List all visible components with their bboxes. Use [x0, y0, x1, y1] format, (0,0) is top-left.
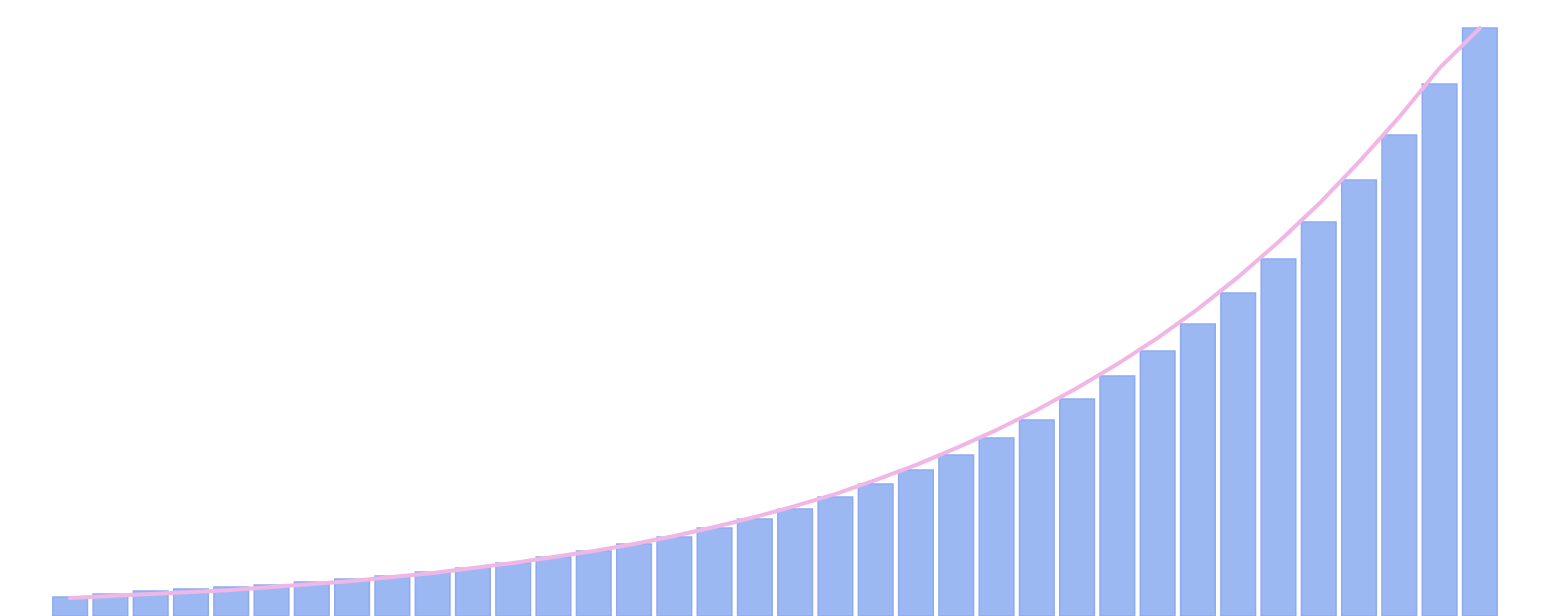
- bar: [374, 575, 411, 616]
- bar: [897, 469, 935, 616]
- bar: [535, 556, 572, 616]
- bar: [696, 527, 733, 616]
- bar: [1421, 83, 1458, 616]
- line: [68, 26, 1482, 600]
- bar: [172, 588, 210, 616]
- bar: [293, 581, 330, 616]
- bar: [1179, 323, 1216, 616]
- bar: [1220, 292, 1257, 616]
- bar: [454, 567, 491, 616]
- bar: [1099, 375, 1136, 616]
- bar: [938, 454, 975, 616]
- bar: [1139, 350, 1176, 616]
- bar: [656, 536, 693, 616]
- bar: [777, 508, 814, 616]
- bar: [1461, 27, 1498, 616]
- bar: [615, 543, 653, 616]
- bar: [1340, 179, 1378, 616]
- bar: [1300, 221, 1337, 616]
- bar: [414, 571, 451, 616]
- bar: [1018, 419, 1055, 616]
- bar: [495, 562, 532, 616]
- bar: [334, 578, 371, 616]
- bar: [1381, 134, 1418, 616]
- bar: [857, 483, 894, 616]
- bar: [575, 550, 612, 616]
- bar: [736, 518, 773, 616]
- bar: [1260, 258, 1297, 616]
- bar: [1059, 398, 1096, 616]
- bar: [817, 496, 854, 616]
- bar: [978, 437, 1015, 616]
